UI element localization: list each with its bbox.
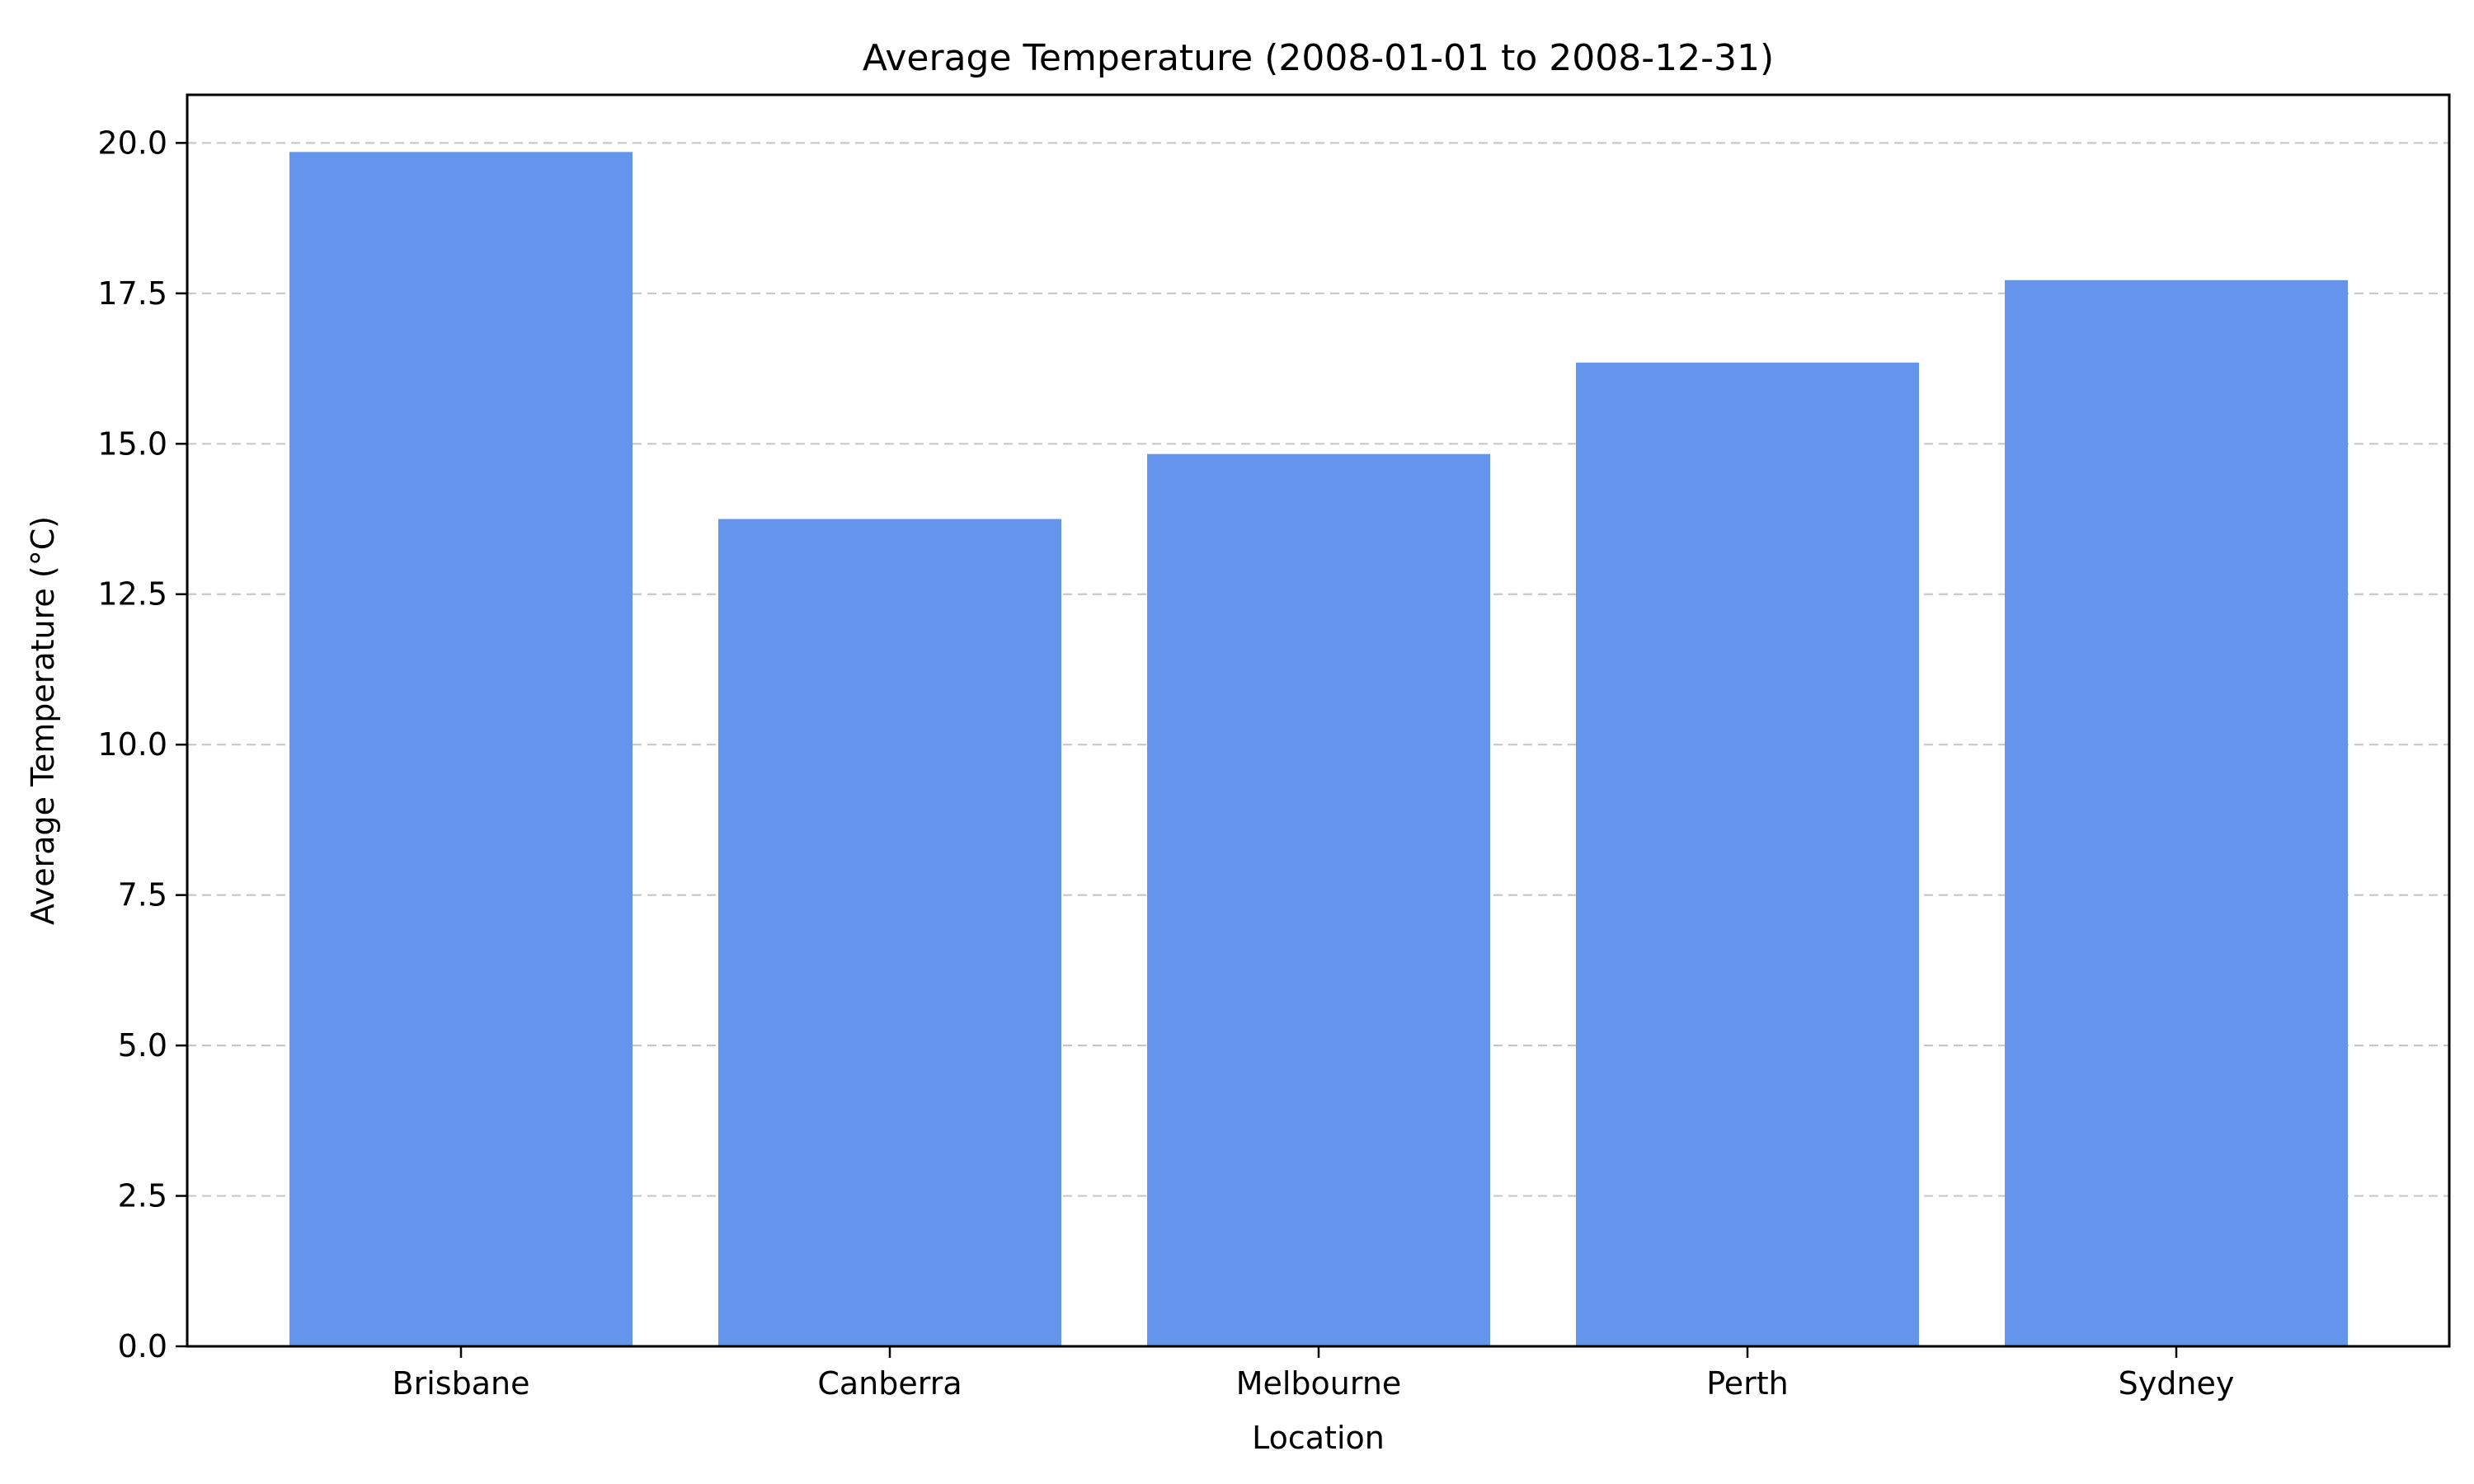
x-tick-label-perth: Perth: [1706, 1365, 1789, 1402]
bar-perth: [1576, 362, 1919, 1347]
y-tick-label: 20.0: [97, 124, 167, 161]
y-tick-label: 15.0: [97, 425, 167, 462]
bars: [289, 152, 2348, 1347]
bar-canberra: [718, 519, 1061, 1346]
y-tick-label: 17.5: [97, 275, 167, 312]
bar-brisbane: [289, 152, 633, 1346]
y-axis-ticks: 0.0 2.5 5.0 7.5 10.0 12.5 15.0 17.5 20.0: [97, 124, 187, 1364]
x-tick-label-sydney: Sydney: [2119, 1365, 2235, 1402]
x-axis-ticks: Brisbane Canberra Melbourne Perth Sydney: [393, 1346, 2235, 1402]
x-tick-label-brisbane: Brisbane: [393, 1365, 530, 1402]
y-tick-label: 12.5: [97, 576, 167, 613]
y-tick-label: 5.0: [118, 1027, 167, 1064]
y-tick-label: 0.0: [118, 1328, 167, 1364]
x-tick-label-canberra: Canberra: [817, 1365, 962, 1402]
chart-title: Average Temperature (2008-01-01 to 2008-…: [863, 37, 1774, 79]
bar-melbourne: [1147, 453, 1490, 1346]
y-tick-label: 10.0: [97, 726, 167, 763]
x-tick-label-melbourne: Melbourne: [1236, 1365, 1402, 1402]
bar-sydney: [2005, 279, 2348, 1346]
y-tick-label: 7.5: [118, 877, 167, 913]
x-axis-label: Location: [1252, 1420, 1385, 1456]
y-axis-label: Average Temperature (°C): [25, 516, 61, 925]
y-tick-label: 2.5: [118, 1178, 167, 1214]
